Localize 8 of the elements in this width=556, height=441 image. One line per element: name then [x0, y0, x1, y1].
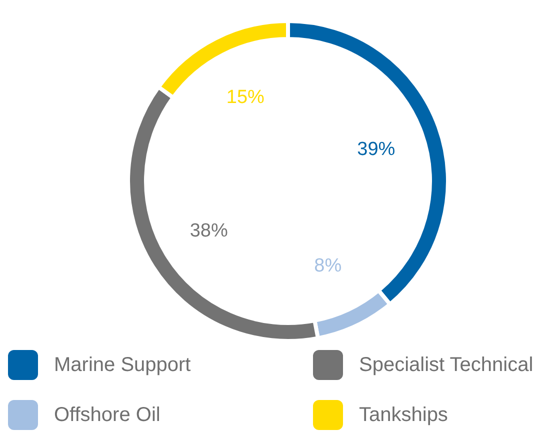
legend-label: Tankships — [359, 404, 448, 426]
legend-label: Specialist Technical — [359, 354, 534, 376]
legend-label: Marine Support — [54, 354, 191, 376]
data-label: 15% — [226, 86, 265, 108]
legend-label: Offshore Oil — [54, 404, 160, 426]
data-label: 39% — [357, 138, 396, 160]
data-label: 8% — [314, 255, 342, 276]
data-label: 38% — [190, 220, 228, 242]
